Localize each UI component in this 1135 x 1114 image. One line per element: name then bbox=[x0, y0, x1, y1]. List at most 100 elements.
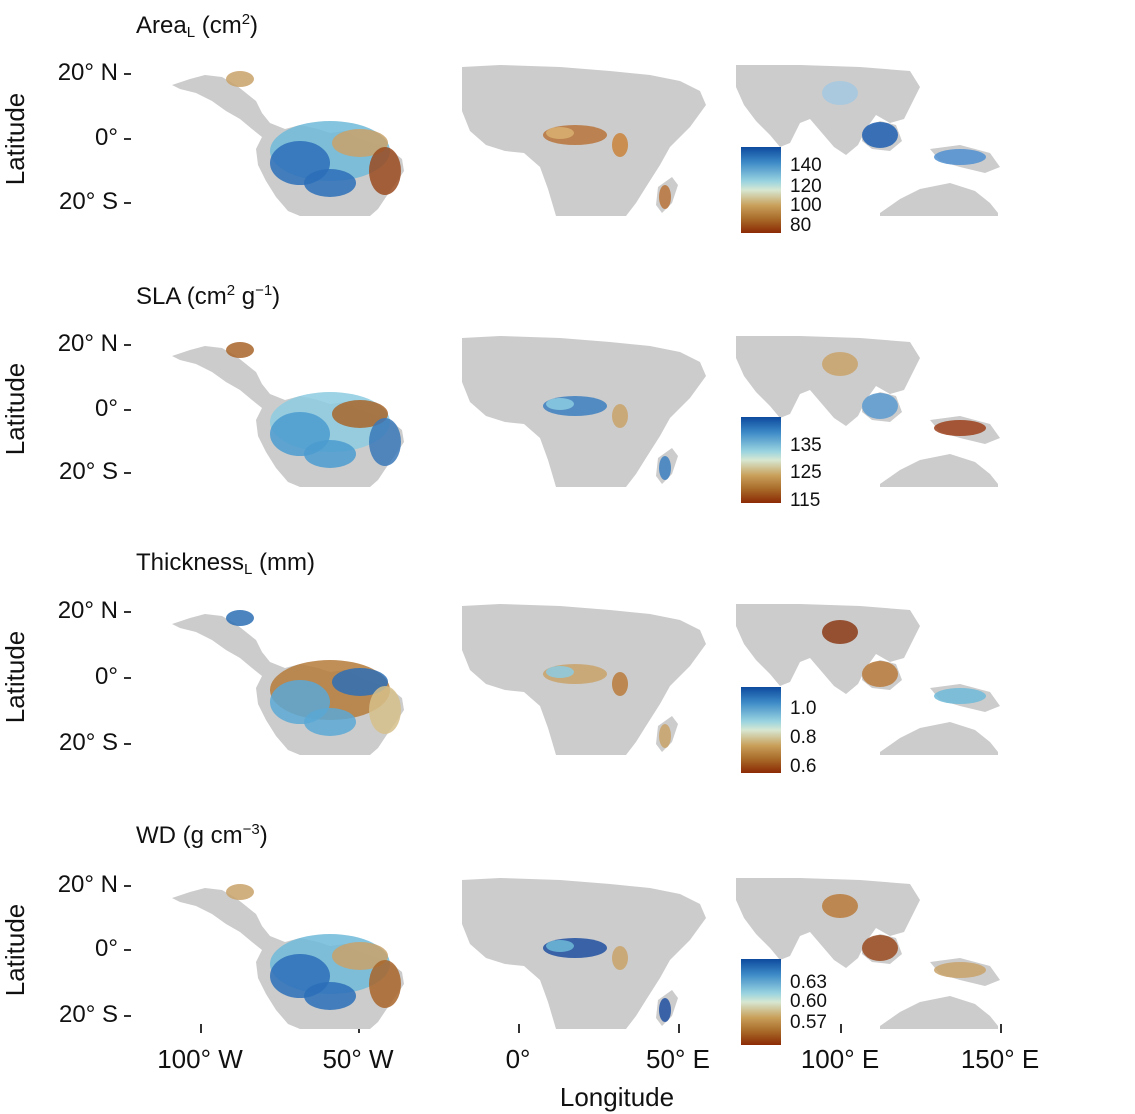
y-tick bbox=[124, 73, 131, 75]
y-tick bbox=[124, 344, 131, 346]
y-tick-label: 20° S bbox=[59, 729, 118, 756]
y-tick bbox=[124, 472, 131, 474]
trait-value-patch bbox=[822, 894, 858, 918]
land-mass bbox=[880, 183, 998, 216]
x-tick-label: 50° E bbox=[646, 1044, 710, 1074]
legend-label: 0.63 bbox=[790, 972, 827, 993]
trait-value-patch bbox=[332, 129, 388, 157]
legend-label: 0.6 bbox=[790, 756, 817, 777]
legend-label: 125 bbox=[790, 462, 822, 483]
y-tick-label: 20° N bbox=[57, 597, 118, 624]
y-tick-label: 20° N bbox=[57, 330, 118, 357]
trait-value-patch bbox=[369, 147, 401, 195]
trait-value-patch bbox=[659, 998, 671, 1022]
legend-label: 80 bbox=[790, 215, 812, 236]
y-tick-label: 20° S bbox=[59, 188, 118, 215]
x-tick bbox=[518, 1024, 520, 1033]
y-tick-label: 0° bbox=[95, 663, 118, 690]
x-tick bbox=[840, 1024, 842, 1033]
legend-label: 115 bbox=[790, 490, 821, 511]
trait-value-patch bbox=[612, 946, 628, 970]
trait-value-patch bbox=[934, 149, 986, 165]
trait-value-patch bbox=[612, 672, 628, 696]
trait-value-patch bbox=[822, 352, 858, 376]
trait-value-patch bbox=[226, 610, 254, 626]
y-tick-label: 20° N bbox=[57, 59, 118, 86]
trait-value-patch bbox=[546, 666, 574, 678]
trait-value-patch bbox=[934, 962, 986, 978]
y-tick-label: 0° bbox=[95, 124, 118, 151]
y-tick bbox=[124, 611, 131, 613]
x-tick-label: 150° E bbox=[960, 1044, 1040, 1074]
land-mass bbox=[736, 336, 920, 426]
land-mass bbox=[736, 604, 920, 694]
legend-sla bbox=[741, 417, 781, 503]
trait-value-patch bbox=[822, 81, 858, 105]
land-mass bbox=[880, 454, 998, 487]
y-tick-label: 0° bbox=[95, 935, 118, 962]
trait-value-patch bbox=[546, 398, 574, 410]
x-tick-label: 0° bbox=[505, 1044, 531, 1074]
trait-value-patch bbox=[862, 393, 898, 419]
land-mass bbox=[880, 722, 998, 755]
trait-value-patch bbox=[304, 440, 356, 468]
trait-value-patch bbox=[332, 400, 388, 428]
trait-value-patch bbox=[612, 404, 628, 428]
x-axis-caption: Longitude bbox=[559, 1082, 675, 1112]
legend-label: 0.57 bbox=[790, 1012, 827, 1033]
trait-value-patch bbox=[862, 661, 898, 687]
trait-value-patch bbox=[304, 169, 356, 197]
y-tick bbox=[124, 1015, 131, 1017]
y-tick bbox=[124, 743, 131, 745]
trait-value-patch bbox=[934, 688, 986, 704]
legend-wd bbox=[741, 959, 781, 1045]
x-tick-label: 100° W bbox=[157, 1044, 243, 1074]
trait-value-patch bbox=[612, 133, 628, 157]
legend-label: 120 bbox=[790, 176, 822, 197]
legend-label: 140 bbox=[790, 155, 822, 176]
trait-value-patch bbox=[369, 686, 401, 734]
y-tick bbox=[124, 949, 131, 951]
y-tick bbox=[124, 202, 131, 204]
trait-value-patch bbox=[226, 342, 254, 358]
panel-title-sla: SLA (cm2 g−1) bbox=[136, 282, 281, 310]
legend-area bbox=[741, 147, 781, 233]
trait-value-patch bbox=[934, 420, 986, 436]
trait-value-patch bbox=[332, 942, 388, 970]
trait-value-patch bbox=[226, 71, 254, 87]
trait-value-patch bbox=[862, 935, 898, 961]
legend-colorbar bbox=[741, 959, 781, 1045]
legend-thickness bbox=[741, 687, 781, 773]
trait-value-patch bbox=[659, 724, 671, 748]
trait-value-patch bbox=[369, 960, 401, 1008]
y-tick bbox=[124, 409, 131, 411]
trait-value-patch bbox=[659, 185, 671, 209]
legend-label: 0.60 bbox=[790, 991, 827, 1012]
y-tick bbox=[124, 885, 131, 887]
trait-value-patch bbox=[659, 456, 671, 480]
panel-title-area: AreaL (cm2) bbox=[136, 11, 259, 41]
y-tick-label: 20° N bbox=[57, 871, 118, 898]
legend-colorbar bbox=[741, 417, 781, 503]
x-tick-label: 100° E bbox=[800, 1044, 880, 1074]
trait-value-patch bbox=[304, 982, 356, 1010]
y-tick-label: 20° S bbox=[59, 458, 118, 485]
trait-value-patch bbox=[546, 940, 574, 952]
x-tick-label: 50° W bbox=[322, 1044, 394, 1074]
land-mass bbox=[736, 878, 920, 968]
legend-colorbar bbox=[741, 147, 781, 233]
trait-value-patch bbox=[332, 668, 388, 696]
x-tick bbox=[200, 1024, 202, 1033]
trait-value-patch bbox=[369, 418, 401, 466]
y-tick bbox=[124, 138, 131, 140]
legend-label: 1.0 bbox=[790, 698, 817, 719]
y-tick bbox=[124, 677, 131, 679]
legend-label: 100 bbox=[790, 195, 822, 216]
trait-value-patch bbox=[546, 127, 574, 139]
panel-title-wd: WD (g cm−3) bbox=[136, 821, 268, 849]
legend-label: 135 bbox=[790, 435, 822, 456]
trait-value-patch bbox=[304, 708, 356, 736]
land-mass bbox=[880, 996, 998, 1029]
x-tick bbox=[1000, 1024, 1002, 1033]
